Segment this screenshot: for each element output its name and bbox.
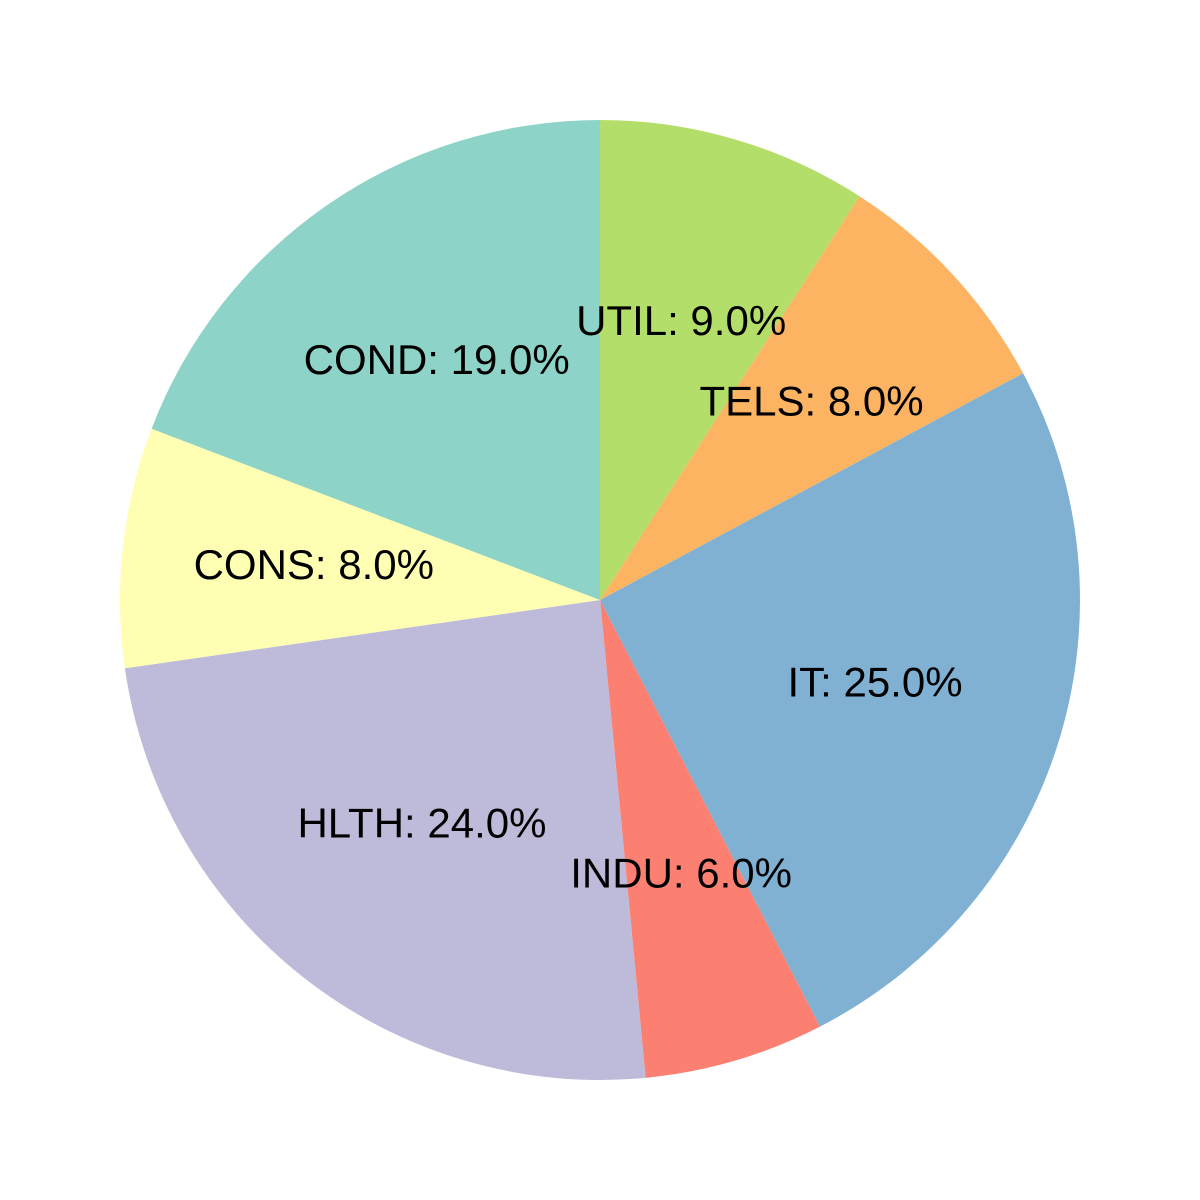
pie-slice-cons — [119, 428, 600, 669]
slice-label-cond: COND: 19.0% — [304, 336, 570, 383]
pie-slice-hlth — [124, 600, 646, 1080]
slices-layer — [119, 120, 1080, 1080]
slice-label-hlth: HLTH: 24.0% — [297, 799, 546, 846]
slice-label-tels: TELS: 8.0% — [700, 378, 924, 425]
pie-slice-it — [600, 373, 1080, 1027]
labels-layer: UTIL: 9.0% TELS: 8.0% IT: 25.0% INDU: 6.0% H… — [194, 297, 963, 897]
slice-label-util: UTIL: 9.0% — [576, 297, 786, 344]
pie-slice-util — [600, 120, 860, 600]
pie-slice-tels — [600, 196, 1024, 600]
pie-slice-indu — [600, 600, 820, 1078]
slice-label-indu: INDU: 6.0% — [570, 849, 792, 896]
slice-label-it: IT: 25.0% — [787, 659, 962, 706]
pie-slice-cond — [151, 120, 601, 600]
slice-label-cons: CONS: 8.0% — [194, 541, 434, 588]
